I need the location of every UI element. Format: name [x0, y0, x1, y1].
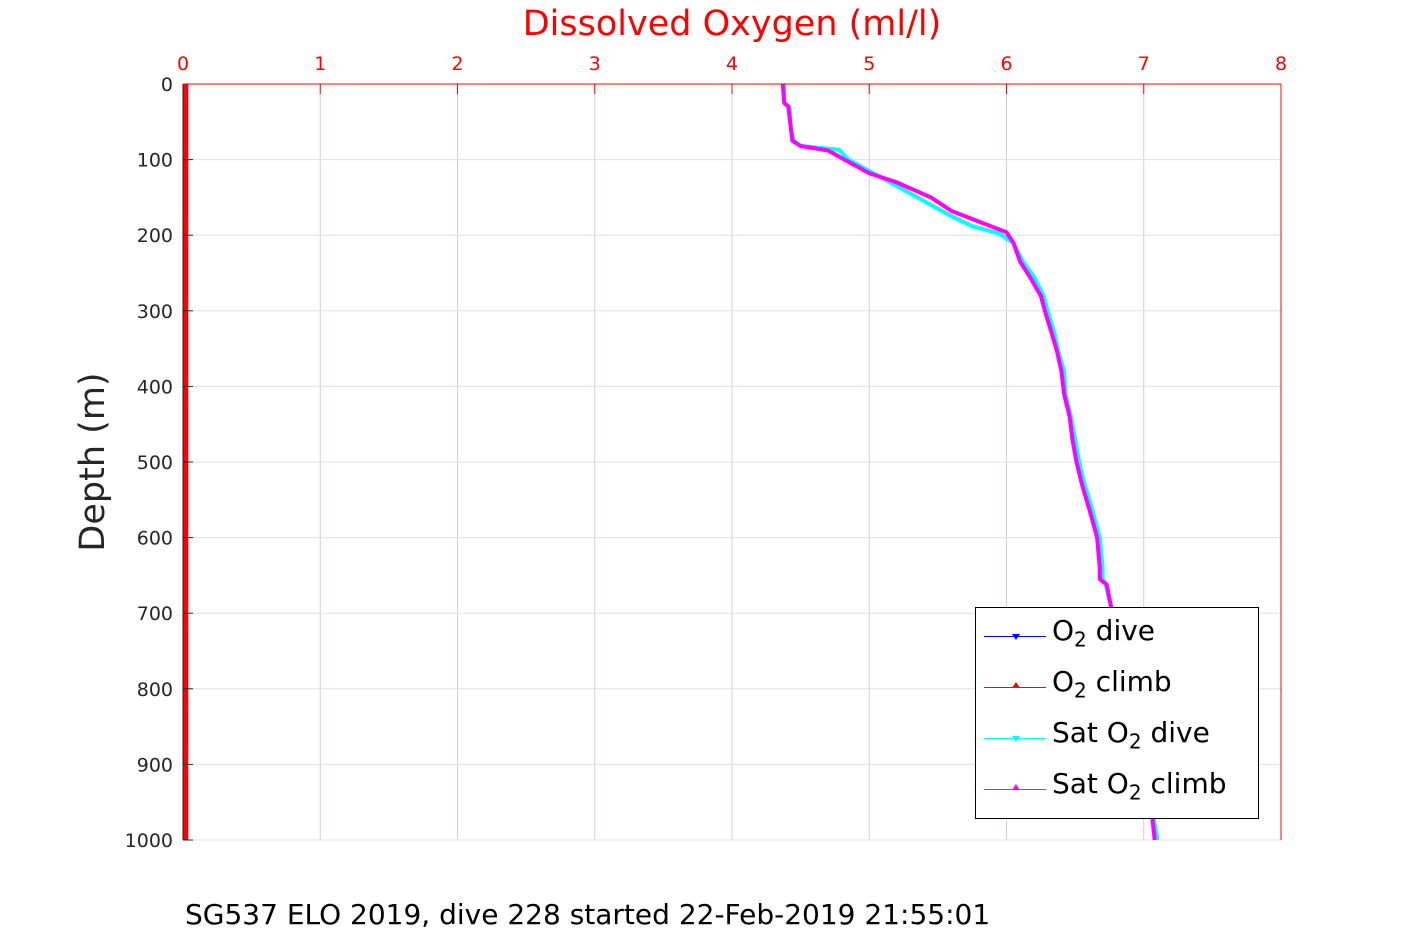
legend-label: O2 dive: [1052, 614, 1155, 652]
legend-item: O2 dive: [976, 608, 1260, 660]
legend-label-main: Sat O: [1052, 716, 1129, 749]
legend-label-suffix: climb: [1141, 767, 1227, 800]
y-tick-label: 100: [137, 150, 173, 172]
legend-label-suffix: dive: [1141, 716, 1210, 749]
y-tick-label: 200: [137, 225, 173, 247]
y-tick-label: 500: [137, 452, 173, 474]
legend-marker-icon: [1012, 736, 1020, 742]
y-tick-label: 0: [161, 74, 173, 96]
legend-label-suffix: dive: [1086, 614, 1156, 647]
y-tick-label: 1000: [125, 830, 173, 852]
legend-item: Sat O2 dive: [976, 710, 1260, 762]
y-axis-label: Depth (m): [73, 372, 113, 551]
legend-label: O2 climb: [1052, 665, 1172, 703]
legend-label-main: O: [1052, 614, 1075, 647]
legend-label-main: O: [1052, 665, 1075, 698]
legend-item: Sat O2 climb: [976, 761, 1260, 813]
legend-label-subscript: 2: [1128, 729, 1142, 754]
y-tick-label: 400: [137, 376, 173, 398]
y-tick-label: 300: [137, 301, 173, 323]
x-tick-label: 3: [589, 53, 601, 75]
x-tick-label: 4: [726, 53, 738, 75]
legend-label-subscript: 2: [1074, 627, 1087, 652]
legend-marker-icon: [1012, 634, 1020, 640]
legend-marker-icon: [1012, 682, 1020, 688]
legend-label-subscript: 2: [1128, 780, 1142, 805]
y-tick-label: 800: [137, 679, 173, 701]
legend-item: O2 climb: [976, 659, 1260, 711]
legend-label: Sat O2 dive: [1052, 716, 1210, 754]
legend-label-main: Sat O: [1052, 767, 1129, 800]
x-tick-label: 6: [1000, 53, 1012, 75]
legend-marker-icon: [1012, 784, 1020, 790]
y-tick-label: 700: [137, 603, 173, 625]
legend: O2 dive O2 climb Sat O2 dive Sat O2 climb: [975, 607, 1259, 819]
grid-lines: [182, 83, 1282, 841]
y-tick-label: 600: [137, 528, 173, 550]
axes: 0 1 2 3 4 5 6 7 8 0 100 200 300 400 500 600 700 800 900 100…: [125, 53, 1287, 852]
x-tick-label: 0: [177, 53, 189, 75]
x-tick-label: 2: [451, 53, 463, 75]
legend-label-suffix: climb: [1086, 665, 1172, 698]
x-tick-label: 7: [1138, 53, 1150, 75]
y-tick-label: 900: [137, 754, 173, 776]
x-tick-label: 1: [314, 53, 326, 75]
legend-label: Sat O2 climb: [1052, 767, 1227, 805]
x-tick-label: 8: [1275, 53, 1287, 75]
legend-label-subscript: 2: [1074, 678, 1087, 703]
chart-title: Dissolved Oxygen (ml/l): [523, 4, 942, 44]
x-tick-label: 5: [863, 53, 875, 75]
dive-caption: SG537 ELO 2019, dive 228 started 22-Feb-…: [185, 898, 991, 931]
